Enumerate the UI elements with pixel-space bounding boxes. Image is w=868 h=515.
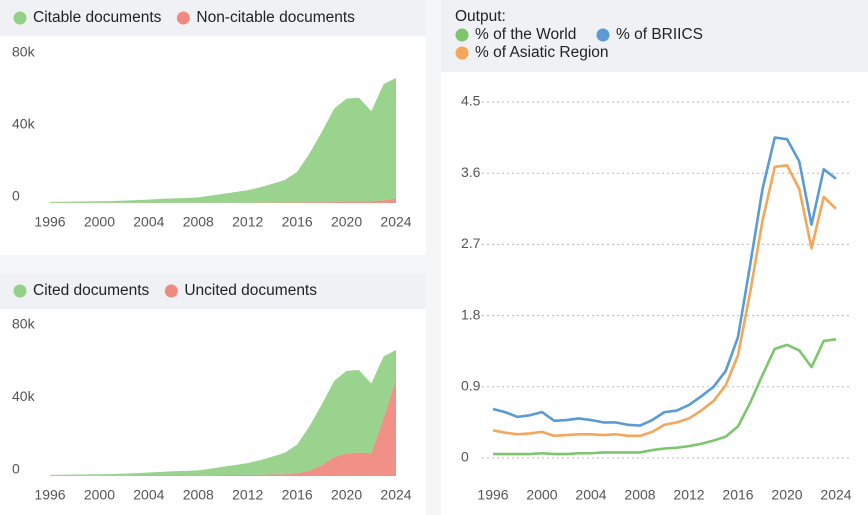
y-tick-label: 3.6 bbox=[461, 164, 481, 180]
x-tick-label: 2004 bbox=[575, 487, 606, 503]
area bbox=[50, 77, 396, 203]
x-tick-label: 2004 bbox=[133, 214, 164, 230]
legend-swatch bbox=[13, 11, 27, 25]
legend-swatch bbox=[164, 284, 178, 298]
x-tick-label: 2016 bbox=[282, 214, 313, 230]
x-tick-label: 2000 bbox=[84, 214, 115, 230]
panel-header bbox=[0, 0, 426, 36]
area bbox=[50, 379, 396, 476]
legend-swatch bbox=[455, 46, 469, 60]
x-tick-label: 2012 bbox=[232, 487, 263, 503]
x-tick-label: 2008 bbox=[624, 487, 655, 503]
x-tick-label: 1996 bbox=[34, 487, 65, 503]
legend-label: Uncited documents bbox=[184, 282, 317, 299]
legend-swatch bbox=[176, 11, 190, 25]
y-tick-label: 40k bbox=[12, 388, 36, 404]
area bbox=[50, 198, 396, 203]
legend-swatch bbox=[13, 284, 27, 298]
x-tick-label: 2024 bbox=[380, 214, 411, 230]
line bbox=[492, 163, 837, 438]
line bbox=[492, 136, 837, 427]
x-tick-label: 2016 bbox=[722, 487, 753, 503]
y-tick-label: 0 bbox=[12, 188, 20, 204]
y-tick-label: 0.9 bbox=[461, 378, 481, 394]
x-tick-label: 2024 bbox=[380, 487, 411, 503]
panel bbox=[441, 0, 868, 515]
x-tick-label: 2020 bbox=[331, 214, 362, 230]
x-tick-label: 2000 bbox=[84, 487, 115, 503]
legend-title: Output: bbox=[455, 8, 506, 25]
y-tick-label: 80k bbox=[12, 44, 36, 60]
x-tick-label: 2012 bbox=[673, 487, 704, 503]
y-tick-label: 4.5 bbox=[461, 93, 481, 109]
x-tick-label: 2000 bbox=[526, 487, 557, 503]
x-tick-label: 2008 bbox=[183, 487, 214, 503]
x-tick-label: 1996 bbox=[34, 214, 65, 230]
x-tick-label: 2016 bbox=[282, 487, 313, 503]
legend-label: Cited documents bbox=[33, 282, 150, 299]
x-tick-label: 1996 bbox=[477, 487, 508, 503]
x-tick-label: 2020 bbox=[771, 487, 802, 503]
y-tick-label: 2.7 bbox=[461, 235, 481, 251]
area bbox=[50, 350, 396, 476]
y-tick-label: 1.8 bbox=[461, 306, 481, 322]
legend-label: % of Asiatic Region bbox=[475, 44, 609, 61]
line bbox=[493, 338, 837, 456]
y-tick-label: 0 bbox=[12, 461, 20, 477]
panel-header bbox=[0, 273, 426, 309]
legend-swatch bbox=[455, 28, 469, 42]
panel-header bbox=[441, 0, 868, 72]
legend-label: % of the World bbox=[475, 26, 576, 43]
legend-label: Non-citable documents bbox=[196, 9, 355, 26]
x-tick-label: 2008 bbox=[183, 214, 214, 230]
y-tick-label: 80k bbox=[12, 316, 36, 332]
x-tick-label: 2020 bbox=[331, 487, 362, 503]
y-tick-label: 40k bbox=[12, 116, 36, 132]
legend-label: % of BRIICS bbox=[616, 26, 703, 43]
x-tick-label: 2012 bbox=[232, 214, 263, 230]
y-tick-label: 0 bbox=[461, 449, 469, 465]
legend-label: Citable documents bbox=[33, 9, 162, 26]
legend-swatch bbox=[596, 28, 610, 42]
x-tick-label: 2004 bbox=[133, 487, 164, 503]
x-tick-label: 2024 bbox=[820, 487, 851, 503]
